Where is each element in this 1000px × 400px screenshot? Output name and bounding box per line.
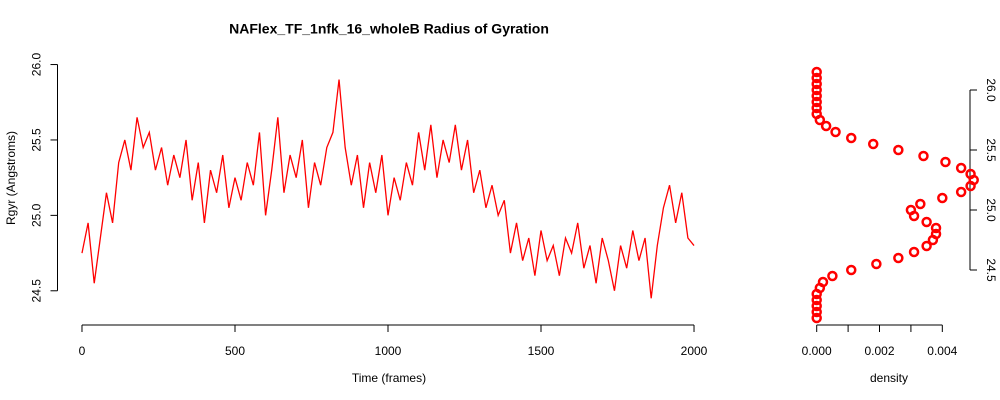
x-tick-label: 0.004 xyxy=(927,344,957,358)
density-point xyxy=(811,306,822,318)
density-point xyxy=(905,204,917,216)
density-point xyxy=(937,192,948,204)
x-tick-label: 1500 xyxy=(528,344,555,358)
y-tick-label: 24.5 xyxy=(30,279,44,303)
density-point xyxy=(867,138,879,150)
density-point xyxy=(811,312,822,324)
density-point xyxy=(921,216,932,228)
x-tick-label: 0.000 xyxy=(802,344,832,358)
y-tick-label: 26.0 xyxy=(984,78,998,102)
y-tick-label: 25.0 xyxy=(984,198,998,222)
density-point xyxy=(893,144,904,156)
y-tick-label: 24.5 xyxy=(984,258,998,282)
density-point xyxy=(845,132,857,144)
density-point xyxy=(921,240,932,252)
chart-title: NAFlex_TF_1nfk_16_wholeB Radius of Gyrat… xyxy=(229,21,549,37)
density-point xyxy=(811,78,822,90)
x-tick-label: 500 xyxy=(225,344,245,358)
data-line xyxy=(81,79,695,299)
density-point xyxy=(811,300,822,312)
density-point xyxy=(930,222,942,234)
density-point xyxy=(930,228,942,240)
density-point xyxy=(811,108,822,120)
density-point xyxy=(940,156,951,168)
density-point xyxy=(811,90,822,102)
y-tick-label: 25.5 xyxy=(984,138,998,162)
density-point xyxy=(817,276,829,288)
y-axis-label: Rgyr (Angstroms) xyxy=(4,131,18,225)
density-point xyxy=(827,270,838,282)
y-tick-label: 25.5 xyxy=(30,128,44,152)
x-tick-label: 1000 xyxy=(375,344,402,358)
density-point xyxy=(871,258,882,270)
density-point xyxy=(845,264,857,276)
density-point xyxy=(820,120,832,132)
density-point xyxy=(955,186,967,198)
x-axis-label: Time (frames) xyxy=(352,371,426,385)
y-tick-label: 26.0 xyxy=(30,53,44,77)
density-point xyxy=(830,126,841,138)
x-tick-label: 0.002 xyxy=(864,344,894,358)
density-point xyxy=(811,84,822,96)
density-point xyxy=(811,66,822,78)
density-point xyxy=(955,162,967,174)
density-point xyxy=(811,102,822,114)
density-point xyxy=(908,246,920,258)
x-tick-label: 2000 xyxy=(681,344,708,358)
y-tick-label: 25.0 xyxy=(30,203,44,227)
density-point xyxy=(811,294,822,306)
density-point xyxy=(915,198,926,210)
density-point xyxy=(811,96,822,108)
density-point xyxy=(811,72,822,84)
density-point xyxy=(893,252,904,264)
density-point xyxy=(965,168,976,180)
x-axis-label: density xyxy=(870,371,908,385)
density-point xyxy=(918,150,929,162)
x-tick-label: 0 xyxy=(79,344,86,358)
